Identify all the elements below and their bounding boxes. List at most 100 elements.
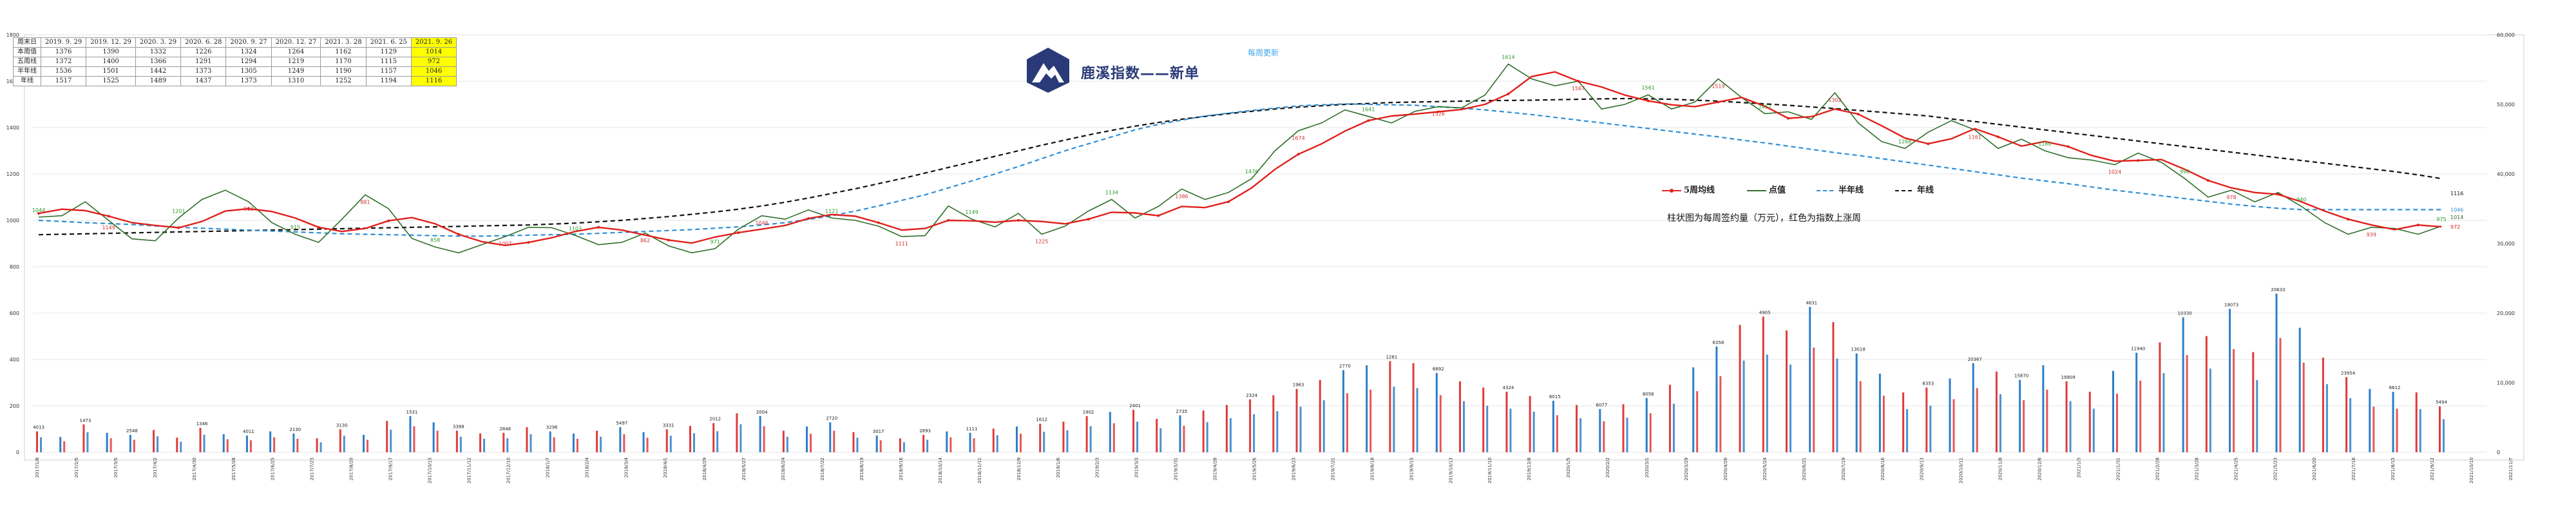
volume-bar (1579, 418, 1582, 452)
volume-bar (2415, 392, 2418, 452)
volume-bar (82, 424, 85, 452)
x-tick-label: 2020/11/8 (1998, 457, 2003, 481)
volume-data-label: 15870 (2014, 374, 2028, 379)
volume-bar (386, 421, 388, 452)
volume-data-label: 4011 (243, 429, 254, 434)
ma5-marker (1507, 92, 1510, 95)
x-tick-label: 2021/3/28 (2194, 457, 2199, 481)
x-tick-label: 2019/11/10 (1487, 457, 1493, 483)
x-tick-label: 2020/5/24 (1762, 457, 1768, 480)
volume-bar (810, 434, 812, 452)
volume-data-label: 2846 (499, 426, 511, 432)
ma5-marker (2206, 179, 2209, 182)
volume-data-label: 6692 (1433, 367, 1444, 372)
series-end-label: 1046 (2450, 207, 2463, 213)
volume-data-label: 19909 (2061, 375, 2075, 380)
summary-cell: 1162 (320, 47, 367, 57)
price-data-label: 1046 (755, 220, 768, 226)
volume-data-label: 1281 (1386, 355, 1397, 360)
volume-bar (1925, 387, 1928, 452)
volume-data-label: 20367 (1968, 357, 1982, 362)
volume-data-label: 6015 (1549, 394, 1561, 399)
volume-bar (199, 428, 202, 452)
x-tick-label: 2020/1/5 (1566, 457, 1571, 477)
volume-bar (436, 430, 439, 452)
ma5-marker (1646, 99, 1650, 102)
legend-label: 年线 (1917, 186, 1934, 195)
y-axis-right: 0 10,000 20,000 30,000 40,000 50,000 60,000 (2497, 32, 2515, 455)
volume-bar (600, 436, 602, 452)
volume-bar (576, 439, 578, 452)
volume-data-label: 2893 (919, 428, 931, 434)
volume-bar (320, 442, 322, 452)
summary-table: 周末日 2019. 9. 29 2019. 12. 29 2020. 3. 29 202… (13, 37, 457, 86)
ma5-marker (1087, 218, 1090, 221)
volume-bar (2443, 419, 2445, 452)
volume-bar (1972, 363, 1974, 452)
volume-bar (1649, 413, 1652, 452)
ma5-marker (1577, 80, 1580, 82)
volume-bar (1809, 307, 1811, 452)
price-data-label: 1149 (965, 209, 978, 215)
y-axis-left: 0 200 400 600 800 1000 1200 1400 1600 1800 (6, 32, 19, 455)
x-tick-label: 2019/4/28 (1213, 457, 1218, 481)
volume-bar (1859, 381, 1862, 452)
volume-bar (296, 439, 299, 452)
volume-bar (2369, 388, 2371, 452)
volume-bar (716, 431, 719, 452)
price-data-label: 940 (2296, 196, 2306, 202)
summary-cell: 1332 (135, 47, 182, 57)
volume-bar (2229, 309, 2231, 452)
volume-bar (2116, 394, 2119, 452)
volume-bar (2209, 369, 2211, 452)
x-tick-label: 2019/8/18 (1369, 457, 1375, 481)
volume-bar (413, 426, 415, 452)
price-data-label: 1561 (1642, 85, 1655, 91)
x-tick-label: 2021/5/23 (2273, 457, 2278, 481)
volume-bar (1366, 365, 1368, 452)
volume-data-label: 13018 (1851, 347, 1865, 352)
summary-cell: 1291 (180, 57, 227, 67)
x-tick-label: 2019/3/3 (1134, 457, 1140, 477)
volume-bar (736, 413, 738, 452)
volume-bar (269, 431, 272, 452)
volume-bar (343, 436, 345, 452)
volume-bar (549, 431, 551, 452)
volume-bar (692, 433, 695, 452)
x-tick-label: 2018/5/27 (741, 457, 747, 481)
volume-bar (1249, 399, 1252, 452)
volume-bar (829, 422, 832, 452)
volume-bar (409, 416, 412, 452)
x-tick-label: 2019/9/15 (1409, 457, 1414, 481)
legend-label: 点值 (1769, 186, 1786, 195)
x-tick-label: 2020/10/11 (1959, 457, 1964, 483)
summary-row: 本周值 1376 1390 1332 1226 1324 1264 1162 1129 1014 (13, 47, 457, 57)
volume-bar (1696, 391, 1699, 452)
volume-data-label: 5497 (616, 421, 627, 426)
x-tick-label: 2018/8/19 (859, 457, 864, 481)
x-tick-label: 2019/12/8 (1527, 457, 1532, 481)
volume-bar (902, 442, 905, 452)
volume-data-label: 1902 (1083, 410, 1094, 415)
x-tick-label: 2018/1/7 (545, 457, 550, 477)
volume-bar (1603, 421, 1605, 452)
price-data-label: 1103 (569, 225, 582, 231)
ma5-marker (107, 215, 110, 218)
x-tick-label: 2020/8/16 (1880, 457, 1885, 480)
volume-bar (530, 434, 532, 452)
ma5-marker (1927, 142, 1930, 146)
series-end-label: 972 (2450, 224, 2460, 230)
volume-labels: 4013 1473 2548 1346 4011 2130 3130 1531 3388 2846… (33, 287, 2447, 434)
summary-row: 半年线 1536 1501 1442 1373 1305 1249 1190 1157 1046 (13, 66, 457, 77)
price-data-label: 939 (2367, 232, 2376, 238)
price-data-label: 1457 (1759, 104, 1771, 110)
volume-bar (553, 437, 555, 452)
x-tick-label: 2021/1/31 (2116, 457, 2121, 481)
volume-bar (1486, 405, 1489, 452)
volume-bar (2042, 365, 2045, 452)
volume-bar (739, 424, 742, 452)
legend-item-price: 点值 (1747, 183, 1786, 195)
volume-bar (1906, 409, 1909, 452)
volume-bar (1435, 372, 1438, 452)
volume-data-label: 2720 (826, 416, 837, 421)
